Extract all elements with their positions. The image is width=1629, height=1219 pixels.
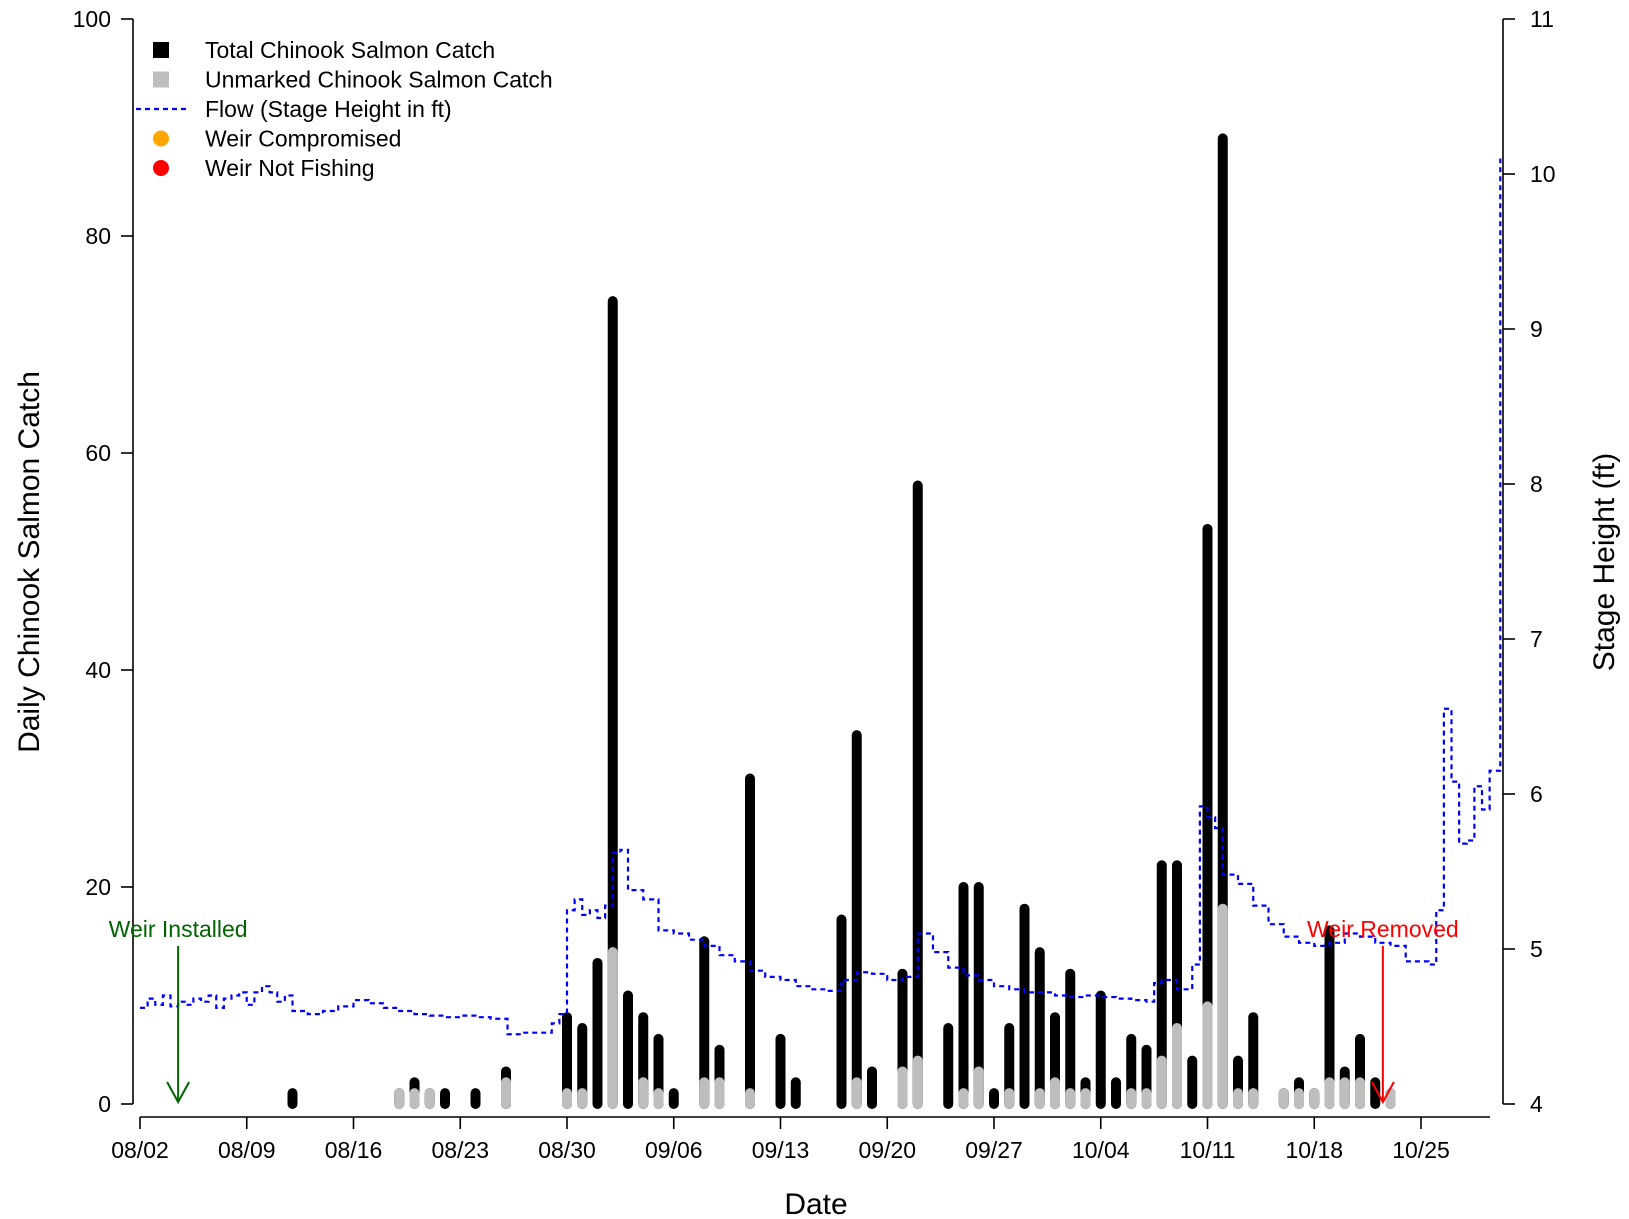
y2-tick-label: 4: [1530, 1091, 1543, 1117]
flow-layer: [140, 158, 1502, 1036]
x-axis-title: Date: [784, 1188, 847, 1219]
y-tick-label: 80: [85, 223, 111, 249]
y-tick-label: 40: [85, 657, 111, 683]
x-tick-label: 08/02: [111, 1137, 169, 1163]
legend-label: Unmarked Chinook Salmon Catch: [205, 67, 553, 93]
flow-stage-height-line: [140, 158, 1502, 1036]
y2-tick-label: 5: [1530, 936, 1543, 962]
y-tick-label: 60: [85, 440, 111, 466]
weir-removed-arrowhead: [1371, 1081, 1395, 1105]
x-tick-label: 09/20: [858, 1137, 916, 1163]
y-axis-title: Daily Chinook Salmon Catch: [13, 371, 46, 753]
y2-tick-label: 6: [1530, 781, 1543, 807]
legend: Total Chinook Salmon Catch Unmarked Chino…: [136, 37, 553, 181]
legend-label: Total Chinook Salmon Catch: [205, 37, 495, 63]
y2-tick-label: 7: [1530, 626, 1543, 652]
annotation-layer: Weir Installed Weir Removed: [109, 916, 1459, 1105]
y-tick-label: 20: [85, 874, 111, 900]
x-tick-label: 10/11: [1180, 1137, 1236, 1163]
y2-tick-label: 8: [1530, 471, 1543, 497]
weir-installed-label: Weir Installed: [109, 916, 248, 942]
x-tick-label: 09/06: [645, 1137, 703, 1163]
x-tick-label: 08/09: [218, 1137, 276, 1163]
weir-installed-arrowhead: [166, 1081, 191, 1105]
y2-axis-title: Stage Height (ft): [1588, 453, 1621, 671]
bars-layer: [287, 133, 1396, 1109]
x-tick-label: 10/25: [1392, 1137, 1450, 1163]
legend-label: Flow (Stage Height in ft): [205, 96, 452, 122]
legend-label: Weir Not Fishing: [205, 155, 375, 181]
legend-label: Weir Compromised: [205, 126, 401, 152]
y2-tick-label: 10: [1530, 161, 1556, 187]
y-tick-label: 0: [98, 1091, 111, 1117]
x-tick-label: 10/04: [1072, 1137, 1130, 1163]
y-tick-label: 100: [73, 6, 111, 32]
axes-layer: 0 20 40 60 80 100 4 5 6 7 8 9 10 11 08/02 08/09 08/16 08/…: [73, 6, 1556, 1163]
x-tick-label: 09/27: [965, 1137, 1023, 1163]
legend-swatch: [153, 42, 169, 58]
x-tick-label: 09/13: [752, 1137, 810, 1163]
y2-tick-label: 11: [1530, 6, 1554, 32]
x-tick-label: 08/16: [325, 1137, 383, 1163]
weir-removed-label: Weir Removed: [1307, 916, 1459, 942]
legend-swatch: [153, 130, 169, 147]
legend-swatch: [153, 160, 169, 176]
legend-swatch: [153, 71, 169, 88]
x-tick-label: 08/30: [538, 1137, 596, 1163]
x-tick-label: 10/18: [1285, 1137, 1343, 1163]
y2-tick-label: 9: [1530, 316, 1543, 342]
x-tick-label: 08/23: [431, 1137, 489, 1163]
